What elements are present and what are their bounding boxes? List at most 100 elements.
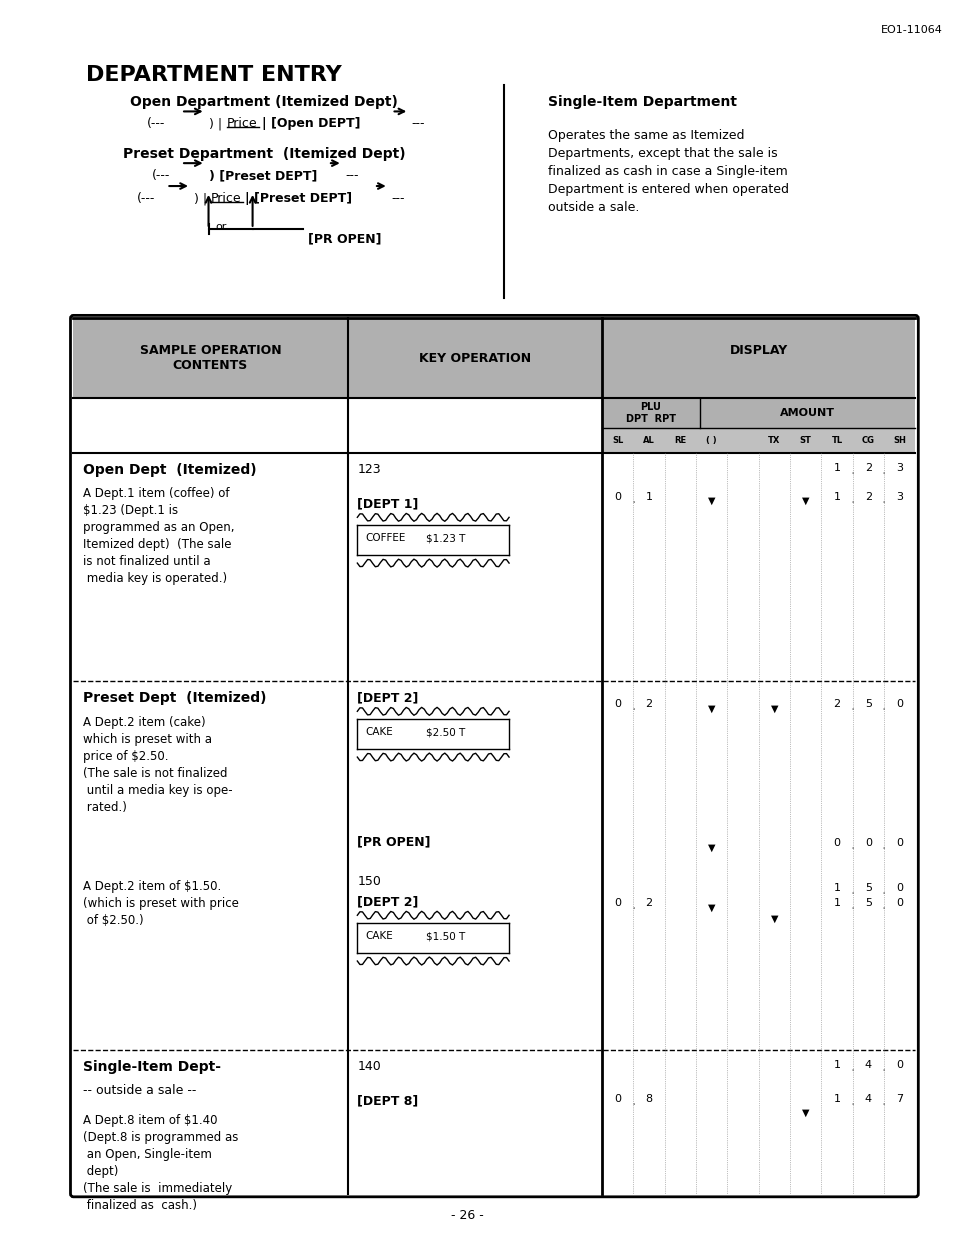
Text: 2: 2	[645, 898, 652, 908]
Text: ▼: ▼	[801, 1108, 809, 1118]
Text: [DEPT 1]: [DEPT 1]	[357, 497, 418, 510]
Text: Preset Department  (Itemized Dept): Preset Department (Itemized Dept)	[123, 147, 405, 161]
Text: .: .	[631, 898, 635, 912]
Text: $1.23 T: $1.23 T	[425, 533, 465, 543]
Text: TX: TX	[767, 436, 780, 445]
Text: ▼: ▼	[801, 496, 809, 506]
Text: 4: 4	[864, 1059, 871, 1069]
Text: 8: 8	[645, 1094, 652, 1104]
Text: CAKE: CAKE	[365, 932, 393, 942]
Text: 1: 1	[833, 492, 840, 503]
Text: SL: SL	[612, 436, 622, 445]
Text: [DEPT 8]: [DEPT 8]	[357, 1094, 418, 1108]
Text: RE: RE	[674, 436, 686, 445]
Text: 3: 3	[895, 462, 902, 472]
Text: ---: ---	[391, 192, 405, 204]
Text: 150: 150	[357, 876, 381, 888]
Text: 123: 123	[357, 462, 380, 476]
Text: .: .	[881, 1059, 885, 1073]
Text: .: .	[881, 699, 885, 714]
Text: ▼: ▼	[770, 704, 778, 714]
Text: ---: ---	[345, 170, 358, 182]
Text: 140: 140	[357, 1059, 380, 1073]
Text: 1: 1	[833, 462, 840, 472]
Text: 1: 1	[833, 1094, 840, 1104]
Text: .: .	[631, 492, 635, 507]
Text: (---: (---	[152, 170, 170, 182]
Text: .: .	[631, 699, 635, 714]
Text: PLU
DPT  RPT: PLU DPT RPT	[625, 403, 676, 424]
Text: Single-Item Dept-: Single-Item Dept-	[83, 1059, 221, 1073]
Text: 0: 0	[895, 699, 902, 710]
Text: .: .	[881, 883, 885, 897]
Text: KEY OPERATION: KEY OPERATION	[418, 352, 530, 364]
Text: 0: 0	[864, 838, 871, 847]
Text: .: .	[881, 838, 885, 851]
Text: .: .	[850, 1094, 854, 1109]
Text: AL: AL	[642, 436, 655, 445]
Text: ) |: ) |	[209, 118, 221, 130]
Text: Price: Price	[211, 192, 241, 204]
Text: Preset Dept  (Itemized): Preset Dept (Itemized)	[83, 691, 267, 705]
Text: A Dept.2 item of $1.50.
(which is preset with price
 of $2.50.): A Dept.2 item of $1.50. (which is preset…	[83, 881, 239, 928]
Text: -- outside a sale --: -- outside a sale --	[83, 1084, 196, 1098]
Text: ▼: ▼	[707, 496, 715, 506]
Text: A Dept.2 item (cake)
which is preset with a
price of $2.50.
(The sale is not fin: A Dept.2 item (cake) which is preset wit…	[83, 716, 233, 814]
Text: 2: 2	[864, 492, 871, 503]
Text: CAKE: CAKE	[365, 727, 393, 737]
Text: Price: Price	[227, 118, 257, 130]
Text: .: .	[631, 1094, 635, 1109]
Text: SH: SH	[892, 436, 905, 445]
Text: [PR OPEN]: [PR OPEN]	[357, 835, 431, 849]
Text: 0: 0	[614, 898, 620, 908]
Text: - 26 -: - 26 -	[450, 1209, 483, 1222]
Text: CG: CG	[861, 436, 874, 445]
Text: A Dept.8 item of $1.40
(Dept.8 is programmed as
 an Open, Single-item
 dept)
(Th: A Dept.8 item of $1.40 (Dept.8 is progra…	[83, 1114, 238, 1212]
Text: ▼: ▼	[707, 704, 715, 714]
Bar	[601, 398, 915, 427]
Text: [DEPT 2]: [DEPT 2]	[357, 896, 418, 908]
Text: Operates the same as Itemized
Departments, except that the sale is
finalized as : Operates the same as Itemized Department…	[548, 129, 788, 214]
Text: .: .	[850, 883, 854, 897]
Text: $2.50 T: $2.50 T	[425, 727, 465, 737]
Text: ▼: ▼	[770, 913, 778, 923]
Text: .: .	[850, 492, 854, 507]
Text: ---: ---	[411, 118, 424, 130]
Text: EO1-11064: EO1-11064	[881, 25, 942, 35]
Bar	[73, 318, 915, 398]
Text: .: .	[881, 462, 885, 477]
Text: Single-Item Department: Single-Item Department	[548, 94, 737, 109]
Text: ( ): ( )	[705, 436, 717, 445]
Text: SAMPLE OPERATION
CONTENTS: SAMPLE OPERATION CONTENTS	[139, 344, 281, 372]
Text: [DEPT 2]: [DEPT 2]	[357, 691, 418, 705]
Text: ST: ST	[799, 436, 811, 445]
Text: 2: 2	[864, 462, 871, 472]
Text: $1.50 T: $1.50 T	[425, 932, 465, 942]
Text: 0: 0	[895, 838, 902, 847]
FancyBboxPatch shape	[71, 316, 918, 1197]
Text: COFFEE: COFFEE	[365, 533, 405, 543]
Text: DEPARTMENT ENTRY: DEPARTMENT ENTRY	[86, 64, 341, 84]
Text: 1: 1	[645, 492, 652, 503]
Text: 4: 4	[864, 1094, 871, 1104]
Text: (---: (---	[147, 118, 165, 130]
Text: 1: 1	[833, 1059, 840, 1069]
Text: .: .	[850, 699, 854, 714]
Text: A Dept.1 item (coffee) of
$1.23 (Dept.1 is
programmed as an Open,
Itemized dept): A Dept.1 item (coffee) of $1.23 (Dept.1 …	[83, 487, 234, 586]
Text: 2: 2	[645, 699, 652, 710]
Text: TL: TL	[831, 436, 841, 445]
Text: [PR OPEN]: [PR OPEN]	[308, 233, 381, 245]
Text: 0: 0	[614, 699, 620, 710]
Text: (---: (---	[137, 192, 155, 204]
Text: 0: 0	[895, 898, 902, 908]
Text: Open Dept  (Itemized): Open Dept (Itemized)	[83, 462, 256, 477]
Text: .: .	[881, 1094, 885, 1109]
Text: 7: 7	[895, 1094, 902, 1104]
Text: .: .	[850, 1059, 854, 1073]
Text: 2: 2	[833, 699, 840, 710]
Bar	[601, 427, 915, 452]
Text: 0: 0	[614, 1094, 620, 1104]
Text: .: .	[881, 898, 885, 912]
Text: 5: 5	[864, 883, 871, 893]
Text: .: .	[850, 462, 854, 477]
